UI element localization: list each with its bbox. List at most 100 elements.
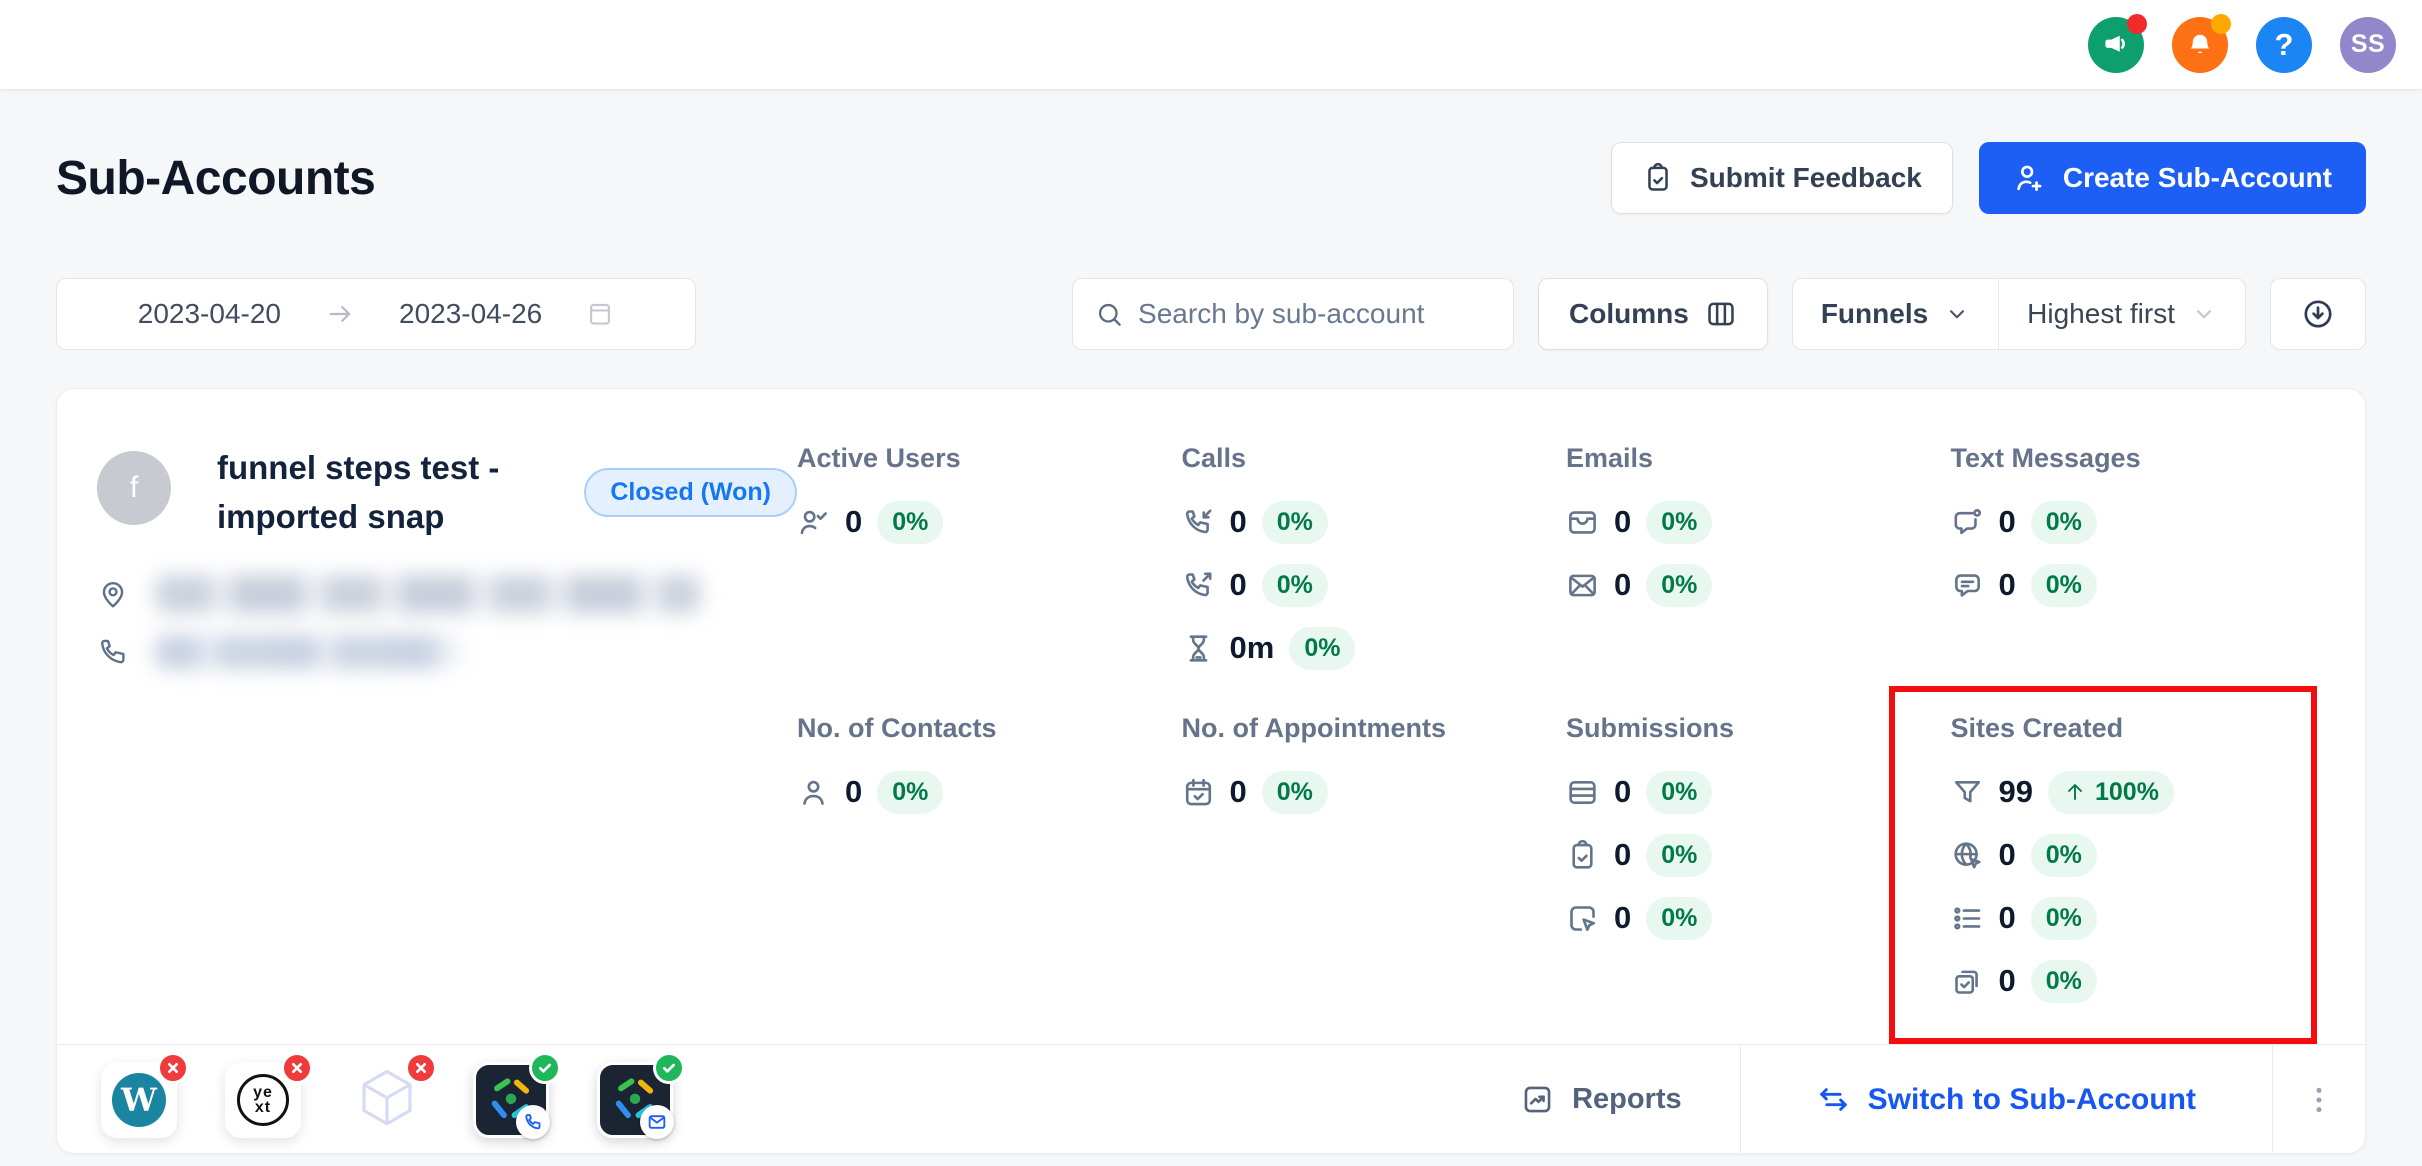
metric-row: 0 0% [1566, 768, 1941, 816]
account-name: funnel steps test - imported snap [217, 449, 500, 535]
announcements-button[interactable] [2088, 13, 2147, 73]
create-subaccount-button[interactable]: Create Sub-Account [1978, 142, 2366, 214]
connected-check-badge [653, 1051, 685, 1084]
globe-cursor-icon [1953, 841, 1981, 868]
metric-trend-badge: 0% [2030, 500, 2097, 544]
export-download-button[interactable] [2270, 278, 2366, 350]
app-yext[interactable]: ye xt [225, 1051, 313, 1138]
switch-to-subaccount-button[interactable]: Switch to Sub-Account [1741, 1045, 2272, 1153]
disconnected-x-badge [405, 1051, 437, 1084]
disconnected-x-badge [157, 1051, 189, 1084]
user-avatar[interactable]: SS [2340, 16, 2396, 73]
date-start: 2023-04-20 [137, 298, 281, 329]
topbar: ? SS [0, 0, 2422, 90]
calendar-icon [590, 303, 611, 325]
sort-order-dropdown[interactable]: Highest first [1998, 279, 2245, 349]
metric-row: 0 0% [1182, 561, 1557, 609]
metric-trend-badge: 0% [1261, 500, 1328, 544]
metric-row: 0 0% [1951, 957, 2302, 1005]
reports-button[interactable]: Reports [1463, 1045, 1740, 1153]
question-mark-icon: ? [2274, 26, 2294, 62]
squares-check-icon [1954, 970, 1978, 994]
metric-trend-badge: 0% [1646, 563, 1713, 607]
metric-title: No. of Appointments [1181, 713, 1446, 743]
bell-icon [2190, 34, 2210, 53]
submit-feedback-label: Submit Feedback [1690, 162, 1922, 193]
arrow-up-icon [2068, 784, 2082, 800]
divider [2272, 1044, 2273, 1153]
metric-value: 0 [1998, 567, 2016, 602]
metric-row: 0 0% [1566, 561, 1941, 609]
metric-title: Active Users [797, 443, 961, 473]
user-check-icon [800, 510, 827, 534]
blurred-phone [155, 635, 455, 669]
metrics-grid: Active Users 0 0% Calls 0 0% 0 [797, 443, 2325, 1044]
metric-title: No. of Contacts [797, 713, 997, 743]
submit-feedback-button[interactable]: Submit Feedback [1611, 142, 1953, 214]
message-dot-icon [1954, 508, 1981, 534]
metric-row: 0 0% [1951, 498, 2326, 546]
email-sub-icon [640, 1104, 674, 1139]
metric-value: 0 [1998, 837, 2016, 872]
account-info: f funnel steps test - imported snap Clos… [97, 443, 797, 1044]
columns-button[interactable]: Columns [1538, 278, 1768, 350]
card-footer: W ye xt [57, 1044, 2365, 1153]
search-input[interactable] [1138, 298, 1492, 330]
metric-row: 0 0% [1951, 831, 2302, 879]
phone-outgoing-icon [1185, 572, 1211, 596]
chevron-down-icon [1950, 310, 1965, 319]
app-cube[interactable] [349, 1051, 437, 1138]
blurred-address [155, 575, 700, 613]
metric-value: 0 [1998, 504, 2016, 539]
metric-group-emails: Emails 0 0% 0 0% [1566, 443, 1941, 687]
chevron-down-icon [2196, 310, 2212, 319]
metric-trend-badge: 0% [1289, 626, 1356, 670]
metric-value: 0 [1229, 567, 1247, 602]
user-icon [803, 780, 824, 805]
switch-label: Switch to Sub-Account [1867, 1082, 2196, 1116]
metric-title: Text Messages [1950, 443, 2141, 473]
metric-value: 0 [845, 504, 863, 539]
metric-row: 0 0% [1566, 894, 1941, 942]
topbar-icons: ? SS [2088, 13, 2396, 73]
help-button[interactable]: ? [2256, 16, 2312, 73]
metric-row: 0m 0% [1182, 624, 1557, 672]
subaccount-card: f funnel steps test - imported snap Clos… [56, 388, 2366, 1154]
app-app-phone[interactable] [473, 1051, 561, 1139]
metric-trend-badge: 0% [1646, 500, 1713, 544]
metric-value: 0 [1614, 504, 1632, 539]
metric-value: 0 [1614, 837, 1632, 872]
metric-row: 0 0% [1566, 831, 1941, 879]
inbox-icon [1569, 510, 1596, 534]
kebab-menu-icon [2316, 1087, 2322, 1112]
metric-trend-badge: 0% [2030, 896, 2097, 940]
app-app-email[interactable] [597, 1051, 685, 1139]
funnels-dropdown[interactable]: Funnels [1793, 279, 1998, 349]
metric-value: 0 [1614, 567, 1632, 602]
metric-row: 0 0% [797, 498, 1172, 546]
avatar-initials: SS [2350, 30, 2386, 58]
metric-row: 0 0% [1566, 498, 1941, 546]
notifications-button[interactable] [2172, 13, 2231, 73]
metric-value: 0 [1614, 900, 1632, 935]
account-avatar: f [97, 451, 171, 525]
metric-trend-badge: 0% [1261, 770, 1328, 814]
phone-icon [101, 639, 125, 664]
status-badge: Closed (Won) [584, 467, 797, 517]
date-range-picker[interactable]: 2023-04-20 2023-04-26 [56, 278, 696, 350]
more-options-button[interactable] [2273, 1045, 2365, 1153]
metric-group-no-of-contacts: No. of Contacts 0 0% [797, 713, 1172, 1044]
download-circle-icon [2304, 300, 2332, 328]
date-end: 2023-04-26 [399, 298, 543, 329]
sort-controls: Funnels Highest first [1791, 278, 2246, 350]
metric-row: 99 100% [1951, 768, 2302, 816]
metric-trend-badge: 0% [1646, 833, 1713, 877]
metric-trend-badge: 0% [2030, 563, 2097, 607]
reports-label: Reports [1572, 1083, 1682, 1115]
divider [1739, 1044, 1741, 1153]
metric-value: 0 [1998, 900, 2016, 935]
metric-group-sites-created: Sites Created 99 100% 0 0% 0 0% [1888, 686, 2317, 1044]
calendar-check-icon [1185, 778, 1211, 805]
arrow-right-icon [329, 306, 351, 322]
app-wordpress[interactable]: W [101, 1051, 189, 1138]
